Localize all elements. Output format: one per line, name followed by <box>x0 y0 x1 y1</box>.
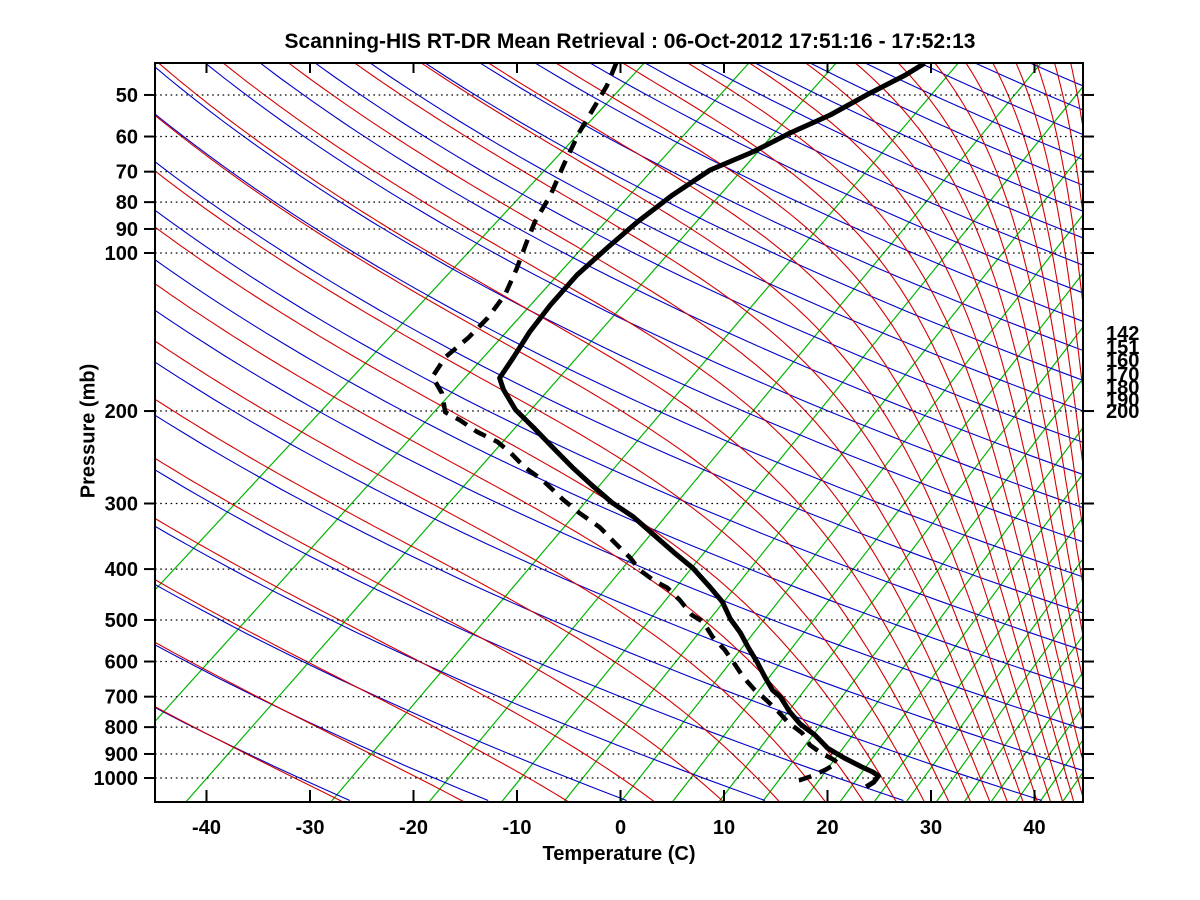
x-tick-label: -10 <box>503 817 532 839</box>
temperature-curve <box>497 63 926 790</box>
x-tick-label: 30 <box>920 817 942 839</box>
y-tick-label: 70 <box>116 162 138 184</box>
y-tick-label: 60 <box>116 127 138 149</box>
y-tick-label: 700 <box>105 687 138 709</box>
x-tick-label: -30 <box>296 817 325 839</box>
y-tick-label: 200 <box>105 401 138 423</box>
x-tick-label: -40 <box>192 817 221 839</box>
plot-area <box>155 63 1083 802</box>
y-tick-label: 800 <box>105 717 138 739</box>
right-level-label: 142 <box>1106 323 1139 345</box>
x-tick-label: 0 <box>615 817 626 839</box>
right-level-label: 180 <box>1106 377 1139 399</box>
plot-frame <box>154 62 1084 803</box>
y-tick-label: 400 <box>105 559 138 581</box>
y-tick-label: 900 <box>105 744 138 766</box>
right-level-label: 200 <box>1106 401 1139 423</box>
dew-point-curve <box>430 63 840 784</box>
right-level-label: 170 <box>1106 364 1139 386</box>
y-tick-label: 500 <box>105 610 138 632</box>
y-axis-label: Pressure (mb) <box>77 363 100 499</box>
right-level-label: 190 <box>1106 389 1139 411</box>
y-tick-label: 90 <box>116 219 138 241</box>
y-tick-label: 300 <box>105 493 138 515</box>
y-tick-label: 50 <box>116 85 138 107</box>
y-tick-label: 100 <box>105 243 138 265</box>
x-tick-label: 20 <box>816 817 838 839</box>
x-axis-label: Temperature (C) <box>542 843 696 865</box>
right-level-label: 160 <box>1106 350 1139 372</box>
y-tick-label: 80 <box>116 192 138 214</box>
x-tick-label: 10 <box>713 817 735 839</box>
y-tick-label: 600 <box>105 652 138 674</box>
x-tick-label: 40 <box>1023 817 1045 839</box>
right-level-label: 151 <box>1106 337 1139 359</box>
x-tick-label: -20 <box>399 817 428 839</box>
chart-title: Scanning-HIS RT-DR Mean Retrieval : 06-O… <box>284 30 976 53</box>
y-tick-label: 1000 <box>94 768 139 790</box>
